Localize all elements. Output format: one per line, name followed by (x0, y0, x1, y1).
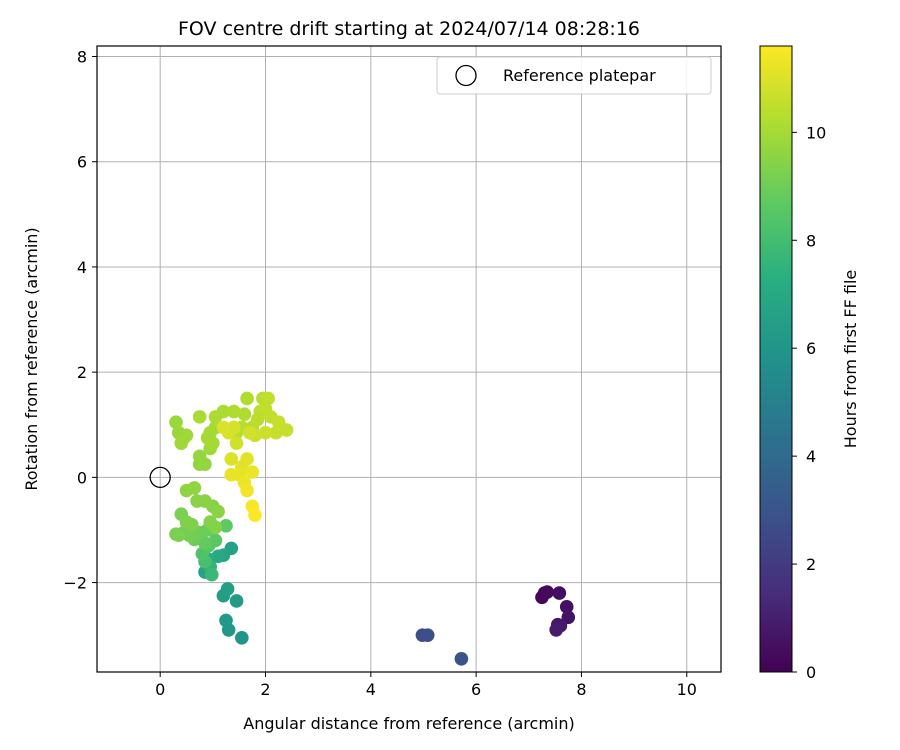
data-point-29 (219, 518, 233, 533)
data-point-65 (227, 404, 241, 419)
legend-marker (455, 64, 477, 87)
plot-frame (96, 45, 722, 673)
colorbar-tick-label-4: 8 (806, 231, 816, 250)
x-tick-label-0: 0 (155, 680, 165, 699)
data-point-24 (204, 567, 219, 582)
x-tick-label-5: 10 (677, 680, 697, 699)
data-point-46 (190, 494, 204, 508)
data-point-79 (269, 425, 283, 440)
y-tick-label-0: −2 (63, 574, 87, 593)
data-point-37 (169, 527, 183, 541)
data-point-92 (245, 465, 260, 479)
colorbar-tick-label-1: 2 (806, 555, 816, 574)
y-tick-label-4: 6 (77, 153, 87, 172)
data-point-62 (192, 410, 207, 424)
data-point-11 (454, 652, 469, 666)
data-point-2 (540, 585, 555, 599)
y-axis-label: Rotation from reference (arcmin) (22, 227, 41, 490)
y-axis-ticks: −2 0 2 4 6 8 (63, 48, 97, 593)
data-point-48 (187, 481, 202, 495)
colorbar-tick-label-0: 0 (806, 663, 816, 682)
legend-box (436, 56, 712, 95)
data-point-30 (198, 536, 212, 550)
data-point-64 (216, 404, 231, 419)
y-tick-label-3: 4 (77, 258, 87, 277)
colorbar: 0 2 4 6 8 10 Hours from first FF file (759, 45, 860, 682)
y-tick-label-5: 8 (77, 48, 87, 67)
reference-platepar-marker (149, 466, 171, 489)
data-point-83 (229, 436, 244, 450)
y-tick-label-2: 2 (77, 363, 87, 382)
data-point-56 (179, 428, 194, 443)
data-point-87 (224, 452, 239, 466)
data-point-89 (240, 452, 254, 466)
data-point-4 (559, 599, 574, 614)
data-point-40 (184, 517, 199, 532)
data-point-86 (216, 420, 231, 435)
data-point-52 (169, 415, 183, 429)
data-point-17 (220, 582, 235, 596)
x-tick-label-4: 8 (576, 680, 586, 699)
data-point-8 (549, 623, 563, 637)
legend: Reference platepar (436, 56, 712, 95)
x-tick-label-3: 6 (471, 680, 481, 699)
data-point-44 (211, 504, 225, 519)
reference-marker-group (149, 466, 171, 489)
data-point-74 (261, 391, 275, 406)
data-point-21 (211, 549, 225, 564)
legend-entry-reference: Reference platepar (503, 66, 656, 85)
data-point-96 (248, 508, 262, 523)
colorbar-tick-label-3: 6 (806, 339, 816, 358)
x-tick-label-1: 2 (260, 680, 270, 699)
x-axis-ticks: 0 2 4 6 8 10 (155, 672, 697, 699)
data-point-67 (237, 407, 252, 422)
chart-title: FOV centre drift starting at 2024/07/14 … (178, 18, 640, 40)
data-point-12 (235, 631, 249, 645)
data-point-3 (552, 586, 567, 600)
x-tick-label-2: 4 (366, 680, 376, 699)
data-point-10 (420, 628, 435, 642)
data-point-78 (279, 423, 294, 437)
colorbar-gradient (759, 45, 793, 673)
data-point-82 (242, 425, 257, 440)
data-point-94 (240, 483, 254, 498)
data-points (169, 391, 576, 666)
colorbar-ticks: 0 2 4 6 8 10 (792, 123, 826, 682)
x-axis-label: Angular distance from reference (arcmin) (243, 714, 574, 733)
data-point-15 (229, 594, 244, 608)
colorbar-tick-label-5: 10 (806, 123, 826, 142)
data-point-66 (240, 391, 254, 406)
y-tick-label-1: 0 (77, 468, 87, 487)
data-point-51 (192, 449, 207, 464)
colorbar-tick-label-2: 4 (806, 447, 816, 466)
data-point-28 (208, 533, 223, 548)
grid-lines (97, 46, 721, 672)
colorbar-label: Hours from first FF file (841, 270, 860, 449)
data-point-14 (219, 613, 233, 628)
data-point-42 (208, 520, 223, 535)
data-point-80 (258, 425, 273, 440)
